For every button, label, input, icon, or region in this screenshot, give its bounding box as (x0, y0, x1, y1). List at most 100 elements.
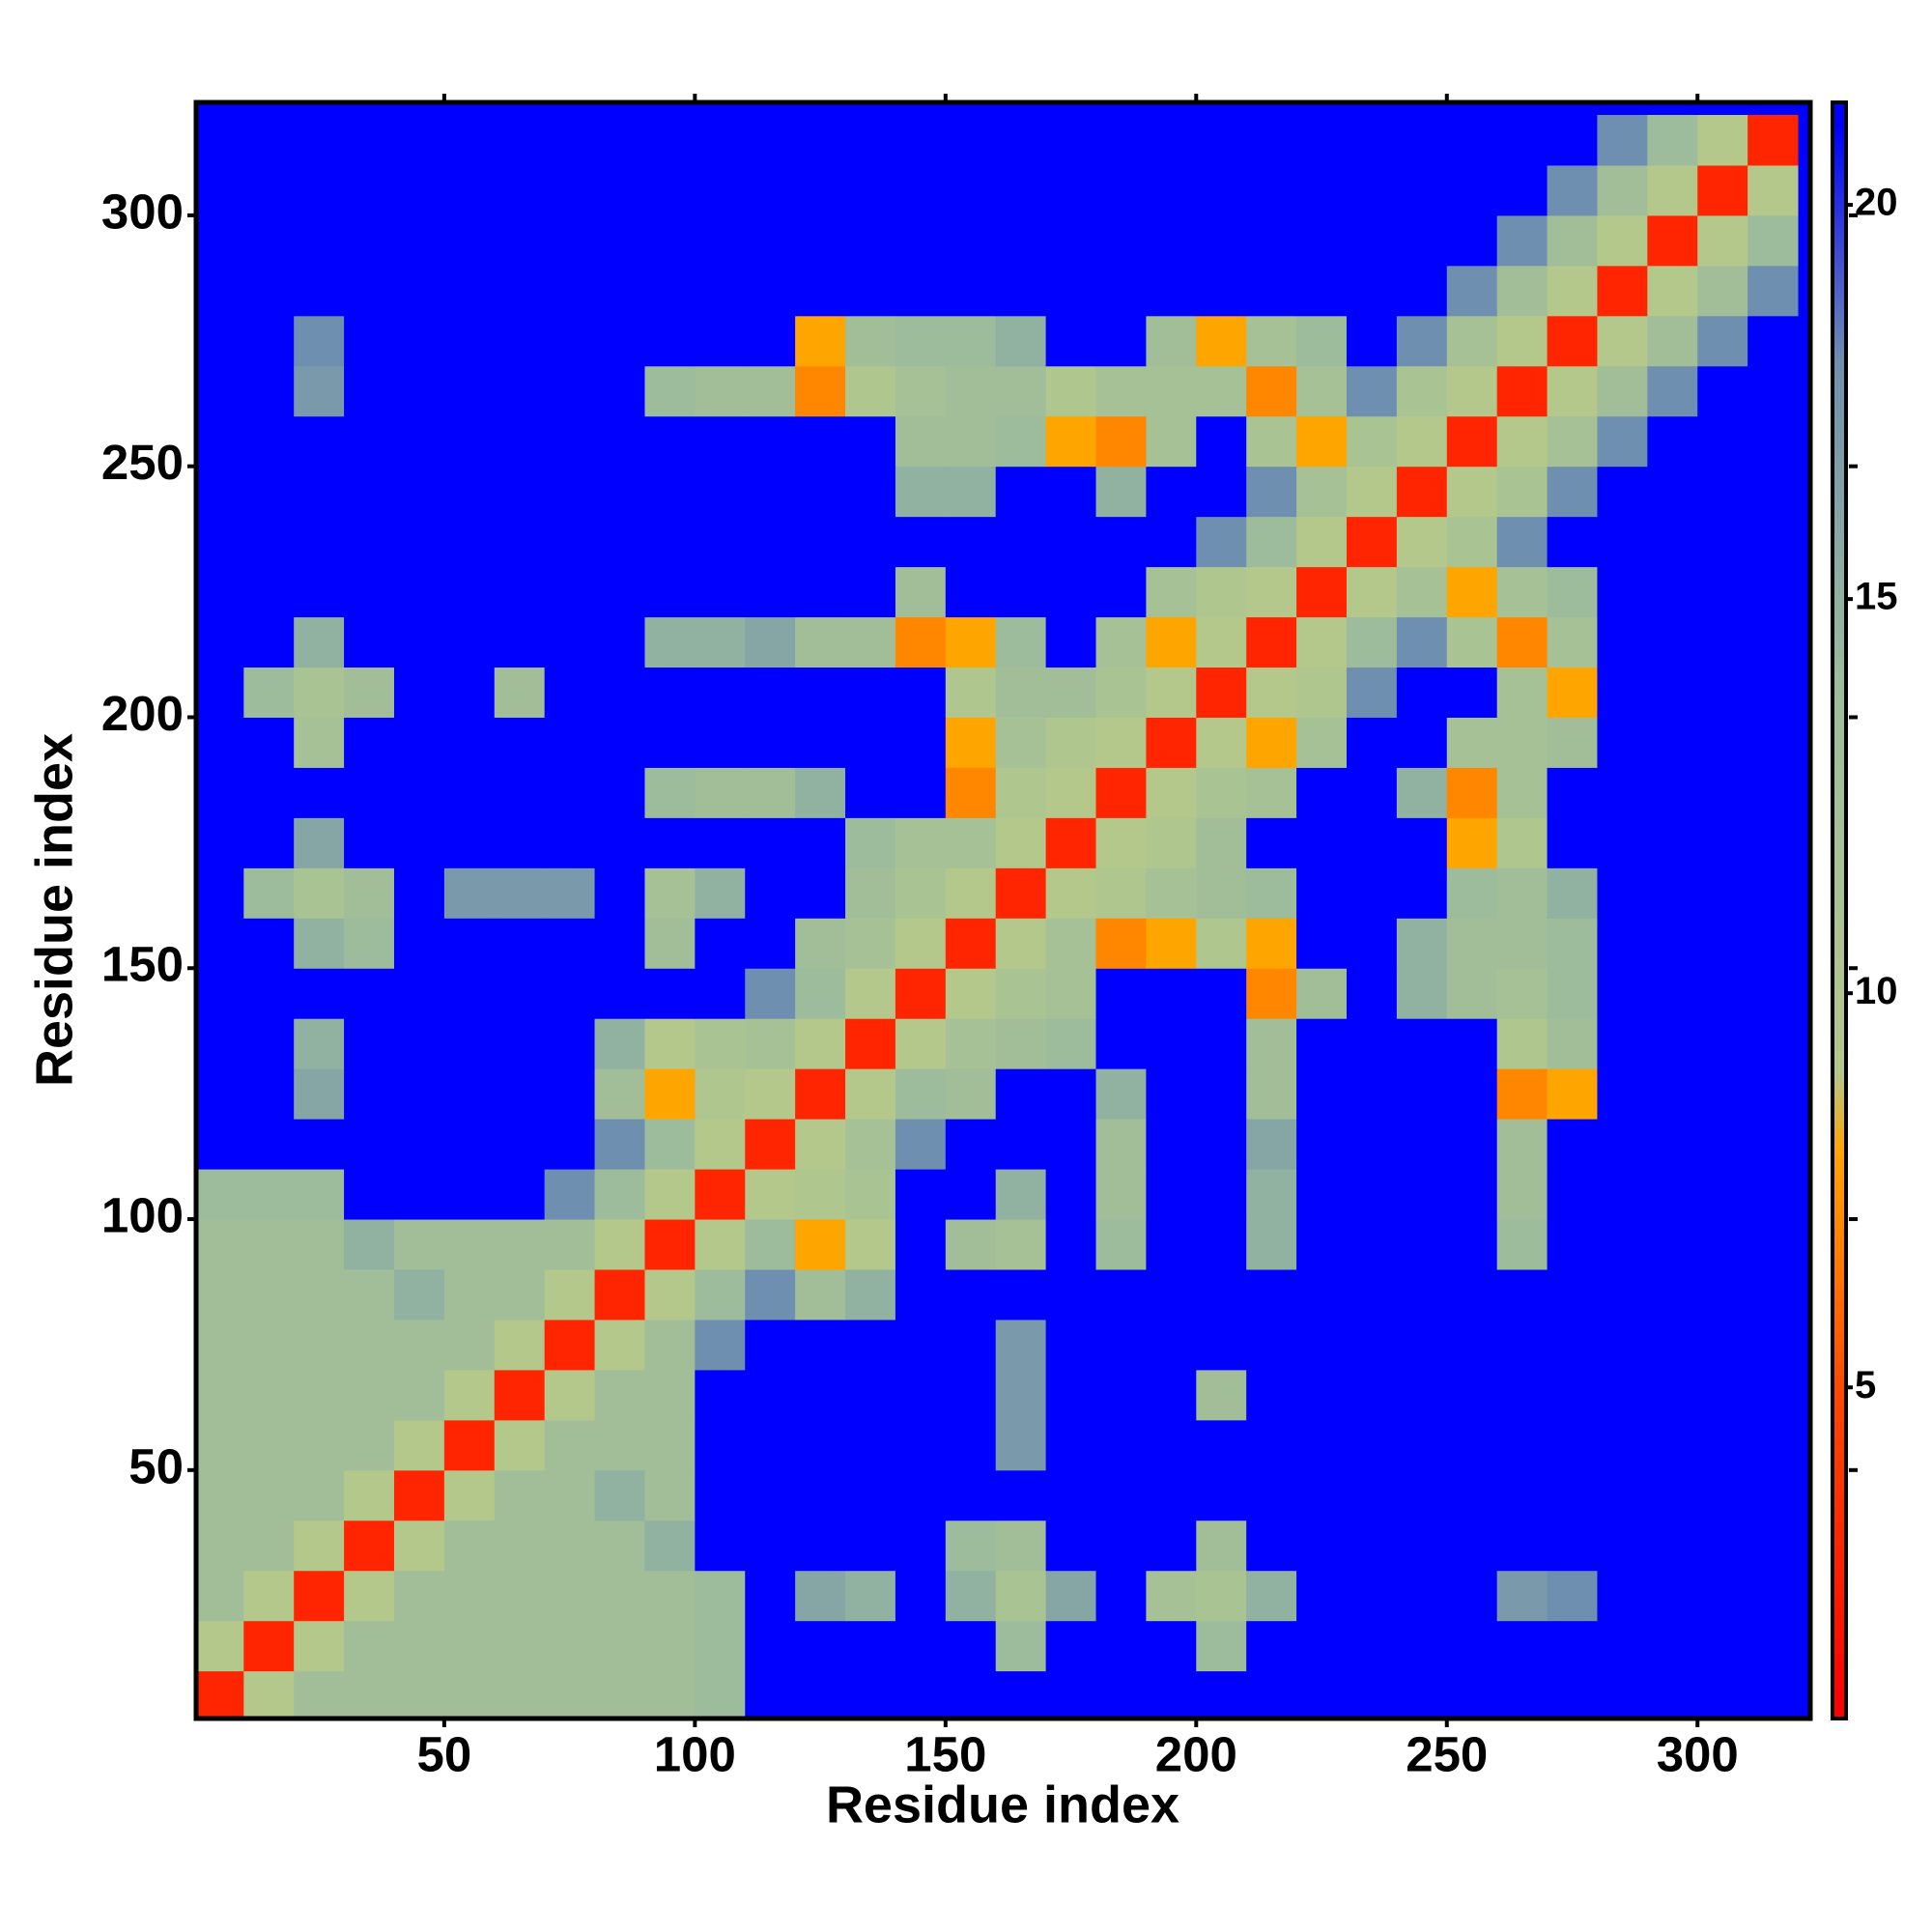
heatmap-cell (196, 918, 244, 969)
heatmap-cell (1496, 1570, 1548, 1622)
heatmap-cell (1095, 1520, 1147, 1572)
heatmap-cell (344, 1570, 395, 1622)
heatmap-cell (1647, 767, 1698, 818)
heatmap-cell (1547, 1319, 1598, 1371)
y-tick-label: 250 (101, 435, 184, 490)
heatmap-cell (895, 1419, 947, 1471)
heatmap-cell (1446, 918, 1498, 969)
heatmap-cell (1446, 1419, 1498, 1471)
heatmap-cell (1146, 415, 1197, 468)
heatmap-cell (1597, 616, 1648, 668)
heatmap-cell (1045, 817, 1097, 868)
heatmap-cell (1747, 817, 1799, 868)
heatmap-cell (393, 114, 445, 166)
heatmap-cell (895, 717, 947, 768)
heatmap-cell (644, 1469, 696, 1521)
heatmap-cell (1246, 415, 1297, 468)
heatmap-cell (945, 1369, 997, 1421)
heatmap-cell (1547, 214, 1598, 267)
heatmap-cell (644, 667, 696, 718)
heatmap-cell (443, 1068, 496, 1120)
heatmap-cell (594, 1570, 645, 1622)
heatmap-cell (294, 1068, 345, 1120)
heatmap-cell (1146, 315, 1197, 367)
heatmap-cell (1095, 867, 1147, 919)
heatmap-cell (1246, 1419, 1297, 1471)
heatmap-cell (1446, 1119, 1498, 1170)
heatmap-cell (1146, 516, 1197, 568)
heatmap-cell (1346, 1520, 1398, 1572)
heatmap-cell (1446, 1369, 1498, 1421)
heatmap-cell (895, 1469, 947, 1521)
heatmap-cell (644, 1620, 696, 1672)
heatmap-cell (344, 516, 395, 568)
heatmap-cell (795, 1520, 846, 1572)
heatmap-cell (1196, 1018, 1247, 1069)
heatmap-cell (745, 918, 796, 969)
heatmap-cell (1246, 616, 1297, 668)
heatmap-cell (1647, 867, 1698, 919)
heatmap-cell (1547, 968, 1598, 1019)
heatmap-cell (443, 1219, 496, 1270)
heatmap-cell (393, 1419, 445, 1471)
heatmap-cell (1647, 315, 1698, 367)
heatmap-cell (393, 1018, 445, 1069)
heatmap-cell (845, 1670, 896, 1719)
heatmap-cell (1196, 717, 1247, 768)
heatmap-cell (695, 214, 746, 267)
heatmap-cell (294, 1469, 345, 1521)
heatmap-cell (1496, 214, 1548, 267)
heatmap-cell (995, 667, 1047, 718)
heatmap-cell (1547, 1670, 1598, 1719)
heatmap-cell (895, 1620, 947, 1672)
heatmap-cell (1697, 214, 1748, 267)
heatmap-cell (1045, 1670, 1097, 1719)
heatmap-cell (1647, 114, 1698, 166)
heatmap-cell (1697, 315, 1748, 367)
heatmap-cell (1597, 817, 1648, 868)
heatmap-cell (1045, 516, 1097, 568)
heatmap-cell (494, 214, 546, 267)
heatmap-cell (1697, 1520, 1748, 1572)
heatmap-cell (995, 1469, 1047, 1521)
heatmap-cell (294, 415, 345, 468)
heatmap-cell (1095, 817, 1147, 868)
heatmap-cell (695, 1469, 746, 1521)
heatmap-cell (1647, 1469, 1698, 1521)
heatmap-cell (393, 566, 445, 618)
heatmap-cell (344, 817, 395, 868)
heatmap-cell (196, 1219, 244, 1270)
heatmap-cell (995, 1620, 1047, 1672)
heatmap-cell (243, 1570, 295, 1622)
heatmap-cell (344, 415, 395, 468)
heatmap-cell (544, 867, 596, 919)
heatmap-cell (443, 767, 496, 818)
heatmap-cell (1045, 114, 1097, 166)
heatmap-cell (895, 566, 947, 618)
heatmap-cell (1246, 265, 1297, 317)
heatmap-cell (1446, 1620, 1498, 1672)
heatmap-cell (294, 717, 345, 768)
heatmap-cell (1346, 516, 1398, 568)
heatmap-cell (1146, 1119, 1197, 1170)
heatmap-cell (594, 1469, 645, 1521)
heatmap-cell (196, 466, 244, 518)
heatmap-cell (1496, 918, 1548, 969)
heatmap-cell (845, 1369, 896, 1421)
heatmap-cell (393, 1520, 445, 1572)
heatmap-cell (443, 1419, 496, 1471)
heatmap-cell (344, 214, 395, 267)
heatmap-cell (1496, 1319, 1548, 1371)
heatmap-cell (1496, 1670, 1548, 1719)
heatmap-cell (1196, 466, 1247, 518)
heatmap-cell (243, 214, 295, 267)
heatmap-cell (795, 365, 846, 417)
heatmap-cell (1496, 114, 1548, 166)
heatmap-cell (1496, 315, 1548, 367)
x-tick-label: 300 (1657, 1726, 1739, 1781)
heatmap-cell (393, 1219, 445, 1270)
heatmap-cell (1396, 466, 1448, 518)
heatmap-cell (544, 516, 596, 568)
heatmap-cell (845, 1570, 896, 1622)
heatmap-cell (196, 1369, 244, 1421)
